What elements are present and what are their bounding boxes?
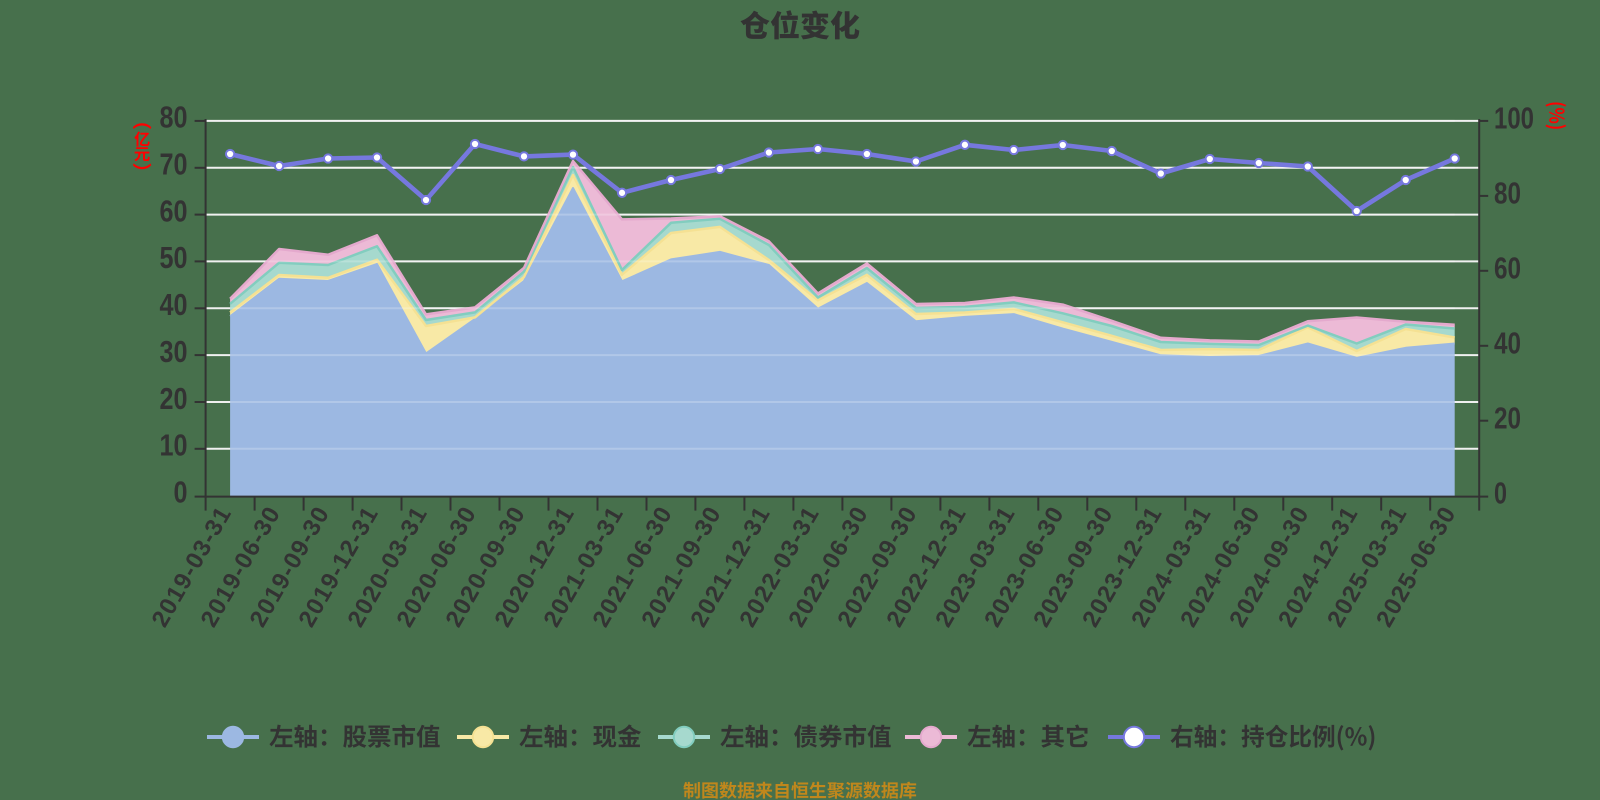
svg-text:0: 0 <box>174 474 188 509</box>
svg-text:80: 80 <box>1494 176 1521 211</box>
svg-text:20: 20 <box>1494 401 1521 436</box>
svg-text:30: 30 <box>160 334 188 369</box>
svg-text:100: 100 <box>1494 101 1534 136</box>
svg-text:70: 70 <box>160 147 188 182</box>
svg-text:60: 60 <box>1494 251 1521 286</box>
svg-text:20: 20 <box>160 381 188 416</box>
svg-text:80: 80 <box>160 100 188 135</box>
svg-text:50: 50 <box>160 240 188 275</box>
svg-text:40: 40 <box>160 287 188 322</box>
svg-text:0: 0 <box>1494 475 1507 510</box>
svg-text:60: 60 <box>160 193 188 228</box>
svg-text:40: 40 <box>1494 326 1521 361</box>
svg-text:10: 10 <box>160 428 188 463</box>
